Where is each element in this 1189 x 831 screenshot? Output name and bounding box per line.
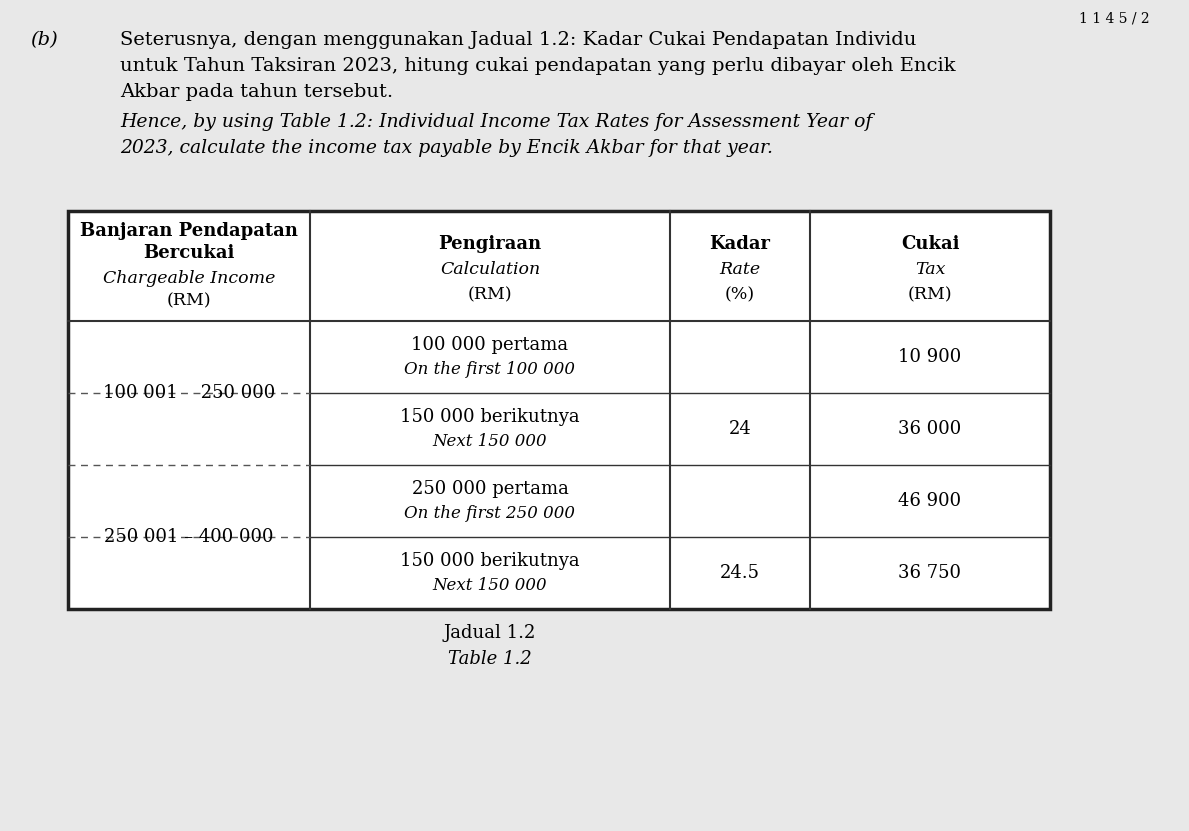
- Text: 24.5: 24.5: [721, 564, 760, 582]
- Text: 150 000 berikutnya: 150 000 berikutnya: [401, 552, 580, 570]
- Text: Pengiraan: Pengiraan: [439, 234, 541, 253]
- Text: 1 1 4 5 / 2: 1 1 4 5 / 2: [1080, 11, 1150, 25]
- Text: On the first 100 000: On the first 100 000: [404, 361, 575, 377]
- Text: untuk Tahun Taksiran 2023, hitung cukai pendapatan yang perlu dibayar oleh Encik: untuk Tahun Taksiran 2023, hitung cukai …: [120, 57, 956, 75]
- Bar: [68, 211, 1050, 609]
- Text: 250 000 pertama: 250 000 pertama: [411, 480, 568, 498]
- Text: Kadar: Kadar: [710, 234, 770, 253]
- Text: 2023, calculate the income tax payable by Encik Akbar for that year.: 2023, calculate the income tax payable b…: [120, 139, 773, 157]
- Text: Banjaran Pendapatan: Banjaran Pendapatan: [80, 222, 298, 240]
- Text: (RM): (RM): [907, 287, 952, 303]
- Text: Next 150 000: Next 150 000: [433, 432, 547, 450]
- Text: (RM): (RM): [467, 287, 512, 303]
- Text: Table 1.2: Table 1.2: [448, 650, 531, 668]
- Text: Rate: Rate: [719, 261, 761, 278]
- Text: Next 150 000: Next 150 000: [433, 577, 547, 593]
- Text: 250 001 – 400 000: 250 001 – 400 000: [105, 528, 273, 546]
- Text: 36 000: 36 000: [899, 420, 962, 438]
- Text: (b): (b): [30, 31, 58, 49]
- Text: Calculation: Calculation: [440, 261, 540, 278]
- Text: Cukai: Cukai: [901, 234, 960, 253]
- Text: (%): (%): [725, 287, 755, 303]
- Text: 36 750: 36 750: [899, 564, 962, 582]
- Text: Hence, by using Table 1.2: Individual Income Tax Rates for Assessment Year of: Hence, by using Table 1.2: Individual In…: [120, 113, 873, 131]
- Text: Bercukai: Bercukai: [144, 244, 234, 263]
- Text: On the first 250 000: On the first 250 000: [404, 504, 575, 522]
- Text: Chargeable Income: Chargeable Income: [102, 270, 275, 288]
- Text: Jadual 1.2: Jadual 1.2: [443, 624, 536, 642]
- Text: 100 000 pertama: 100 000 pertama: [411, 336, 568, 354]
- Text: 150 000 berikutnya: 150 000 berikutnya: [401, 408, 580, 426]
- Text: (RM): (RM): [166, 293, 212, 310]
- Text: 24: 24: [729, 420, 751, 438]
- Text: 46 900: 46 900: [899, 492, 962, 510]
- Text: Akbar pada tahun tersebut.: Akbar pada tahun tersebut.: [120, 83, 394, 101]
- Text: Tax: Tax: [914, 261, 945, 278]
- Text: Seterusnya, dengan menggunakan Jadual 1.2: Kadar Cukai Pendapatan Individu: Seterusnya, dengan menggunakan Jadual 1.…: [120, 31, 917, 49]
- Text: 100 001    250 000: 100 001 250 000: [103, 384, 275, 402]
- Text: 10 900: 10 900: [899, 348, 962, 366]
